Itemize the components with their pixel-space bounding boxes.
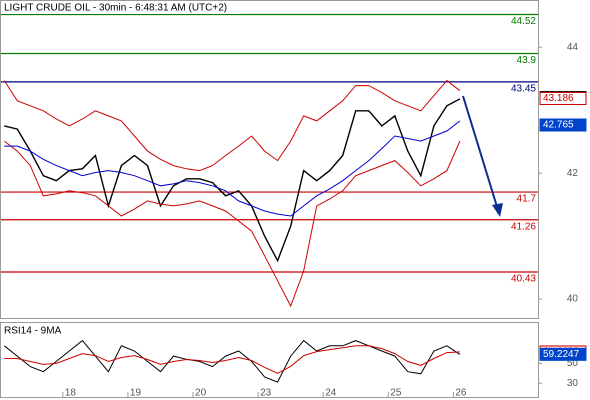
level-label: 41.26 xyxy=(511,221,536,232)
title-bg xyxy=(1,1,241,14)
x-tick-label: 25 xyxy=(390,388,402,399)
rsi-title: RSI14 - 9MA xyxy=(4,326,62,337)
series-line xyxy=(3,339,461,383)
series-line xyxy=(4,345,460,374)
trend-arrow xyxy=(462,95,499,211)
level-label: 43.45 xyxy=(511,84,536,95)
level-label: 44.52 xyxy=(511,16,536,27)
price-label: 43.186 xyxy=(543,93,574,104)
x-tick-label: 24 xyxy=(325,388,337,399)
level-label: 40.43 xyxy=(511,274,536,285)
y-tick-label: 40 xyxy=(567,294,579,305)
price-label-box xyxy=(539,118,587,132)
y-tick-label: 30 xyxy=(567,378,579,389)
series-line xyxy=(4,120,461,217)
level-label: 43.9 xyxy=(517,55,537,66)
y-tick-label: 42 xyxy=(567,168,579,179)
rsi-panel xyxy=(0,322,539,398)
x-tick-label: 26 xyxy=(455,388,467,399)
series-line xyxy=(3,79,461,172)
level-label: 41.7 xyxy=(517,194,537,205)
x-tick-label: 23 xyxy=(260,388,272,399)
chart-title: LIGHT CRUDE OIL - 30min - 6:48:31 AM (UT… xyxy=(4,3,227,14)
y-tick-label: 50 xyxy=(567,358,579,369)
x-tick-label: 18 xyxy=(65,388,77,399)
trend-arrow-head xyxy=(492,203,503,217)
price-panel xyxy=(0,0,539,319)
price-label-box xyxy=(539,347,587,361)
price-label: 42.765 xyxy=(543,120,574,131)
price-label: 59.2247 xyxy=(543,349,580,360)
y-tick-label: 44 xyxy=(567,42,579,53)
price-label-box xyxy=(539,91,587,105)
series-line xyxy=(4,98,461,263)
x-tick-label: 19 xyxy=(130,388,142,399)
x-tick-label: 20 xyxy=(195,388,207,399)
series-line xyxy=(3,140,461,308)
